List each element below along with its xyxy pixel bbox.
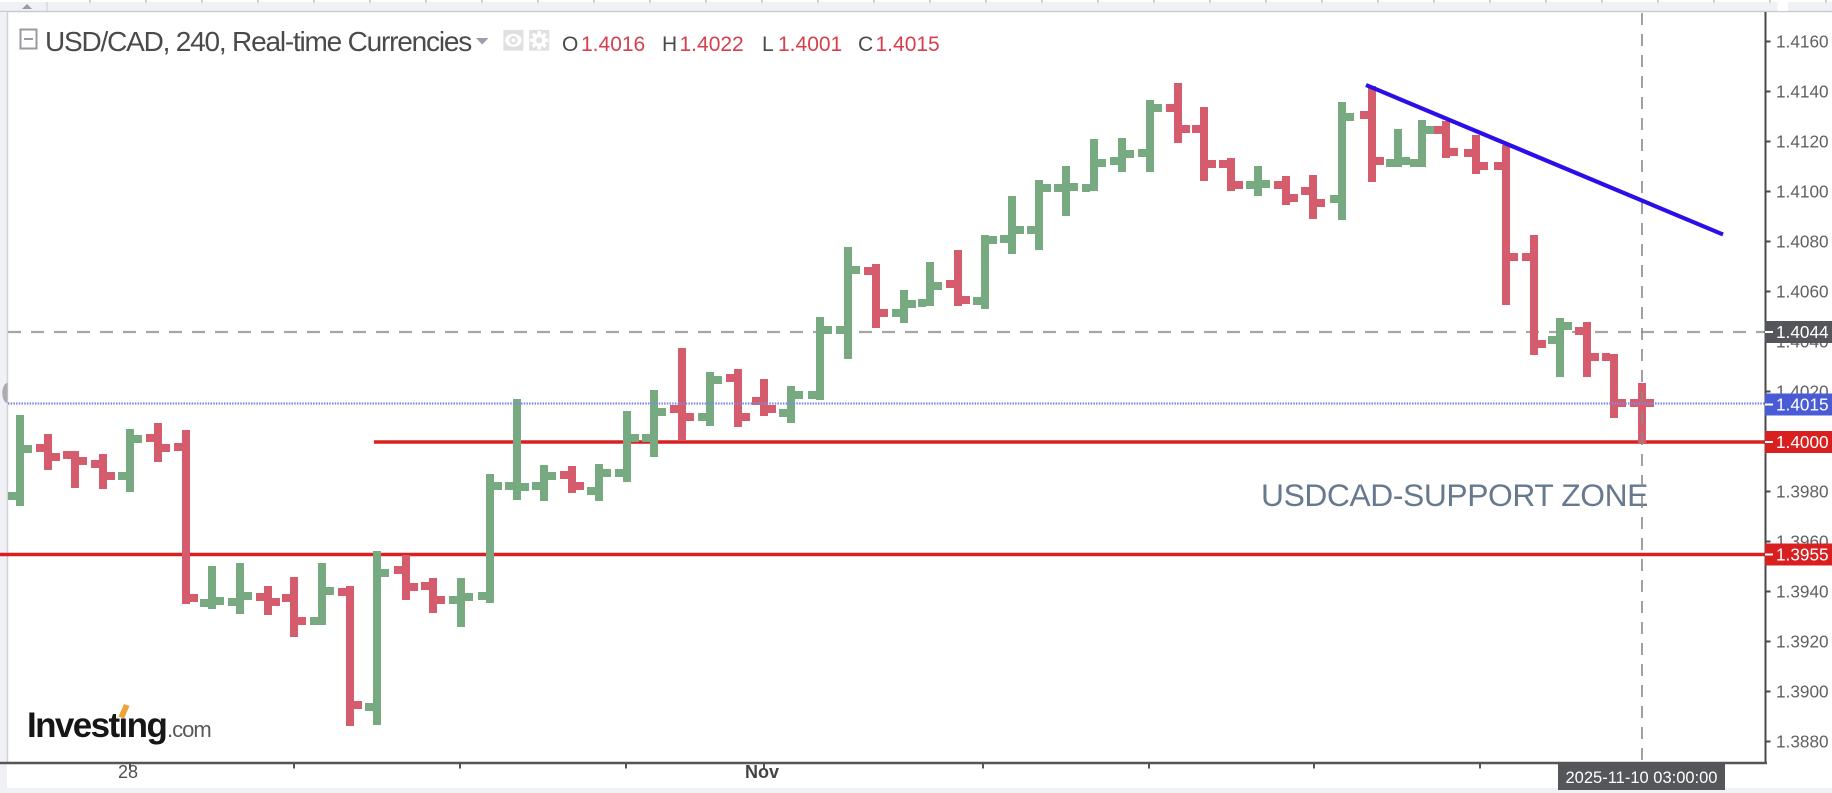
- svg-text:28: 28: [118, 762, 138, 782]
- svg-text:USD/CAD, 240, Real-time Curren: USD/CAD, 240, Real-time Currencies: [45, 26, 471, 57]
- svg-text:Investıng: Investıng: [27, 706, 166, 745]
- svg-text:1.4060: 1.4060: [1776, 282, 1829, 302]
- svg-text:1.4015: 1.4015: [876, 33, 940, 56]
- svg-text:1.4160: 1.4160: [1776, 32, 1829, 52]
- svg-text:1.4080: 1.4080: [1776, 232, 1829, 252]
- svg-text:1.3955: 1.3955: [1776, 545, 1829, 565]
- svg-text:.com: .com: [167, 717, 211, 742]
- svg-text:H: H: [662, 33, 677, 56]
- svg-text:1.4100: 1.4100: [1776, 182, 1829, 202]
- svg-text:1.4044: 1.4044: [1776, 322, 1829, 342]
- svg-text:1.3980: 1.3980: [1776, 482, 1829, 502]
- svg-text:1.4140: 1.4140: [1776, 82, 1829, 102]
- svg-text:1.4120: 1.4120: [1776, 132, 1829, 152]
- svg-text:Nov: Nov: [745, 762, 779, 782]
- svg-text:L: L: [762, 33, 774, 56]
- svg-text:1.3880: 1.3880: [1776, 732, 1829, 752]
- svg-text:1.3900: 1.3900: [1776, 682, 1829, 702]
- svg-text:1.4000: 1.4000: [1776, 432, 1829, 452]
- svg-text:1.3920: 1.3920: [1776, 632, 1829, 652]
- svg-text:1.4015: 1.4015: [1776, 395, 1829, 415]
- svg-text:C: C: [858, 33, 873, 56]
- svg-text:O: O: [562, 33, 578, 56]
- svg-text:2025-11-10 03:00:00: 2025-11-10 03:00:00: [1566, 769, 1718, 787]
- svg-text:1.3940: 1.3940: [1776, 582, 1829, 602]
- svg-text:1.4001: 1.4001: [778, 33, 842, 56]
- svg-text:1.4022: 1.4022: [680, 33, 744, 56]
- svg-text:1.4016: 1.4016: [581, 33, 645, 56]
- svg-text:USDCAD-SUPPORT ZONE: USDCAD-SUPPORT ZONE: [1261, 477, 1648, 513]
